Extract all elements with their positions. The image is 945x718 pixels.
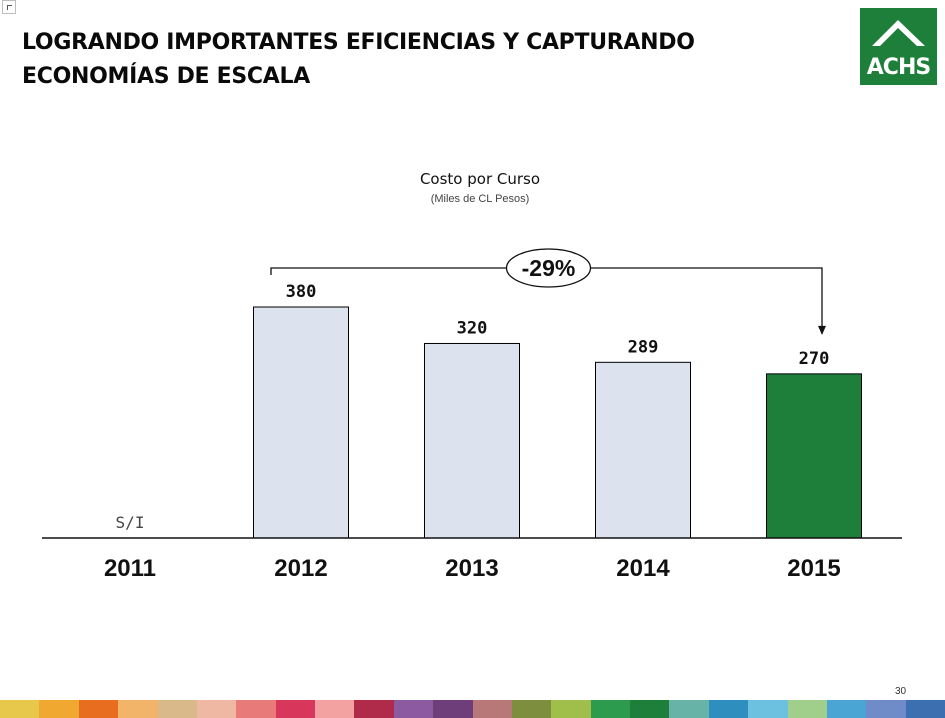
strip-segment [275, 700, 315, 718]
strip-segment [39, 700, 79, 718]
strip-segment [196, 700, 237, 718]
chart-subtitle: (Miles de CL Pesos) [430, 193, 530, 205]
corner-marker [2, 0, 16, 14]
x-tick-label-2011: 2011 [104, 555, 156, 582]
logo-text: ACHS [866, 55, 931, 80]
data-label-2011: S/I [116, 513, 145, 532]
bar-2014 [595, 361, 691, 539]
strip-segment [511, 700, 552, 718]
achs-logo: ACHS [860, 8, 937, 85]
logo-roof-icon [872, 20, 925, 46]
strip-segment [866, 700, 906, 718]
strip-segment [787, 700, 827, 718]
chart-title: Costo por Curso [419, 170, 541, 188]
data-label-2013: 320 [457, 318, 488, 338]
decorative-color-strip [0, 700, 945, 718]
strip-segment [236, 700, 276, 718]
bar-2012 [253, 306, 349, 539]
strip-segment [157, 700, 197, 718]
strip-segment [354, 700, 394, 718]
x-tick-label-2013: 2013 [445, 555, 498, 582]
x-tick-label-2012: 2012 [274, 555, 327, 582]
strip-segment [630, 700, 670, 718]
strip-segment [0, 700, 40, 718]
data-label-2014: 289 [628, 337, 659, 357]
strip-segment [78, 700, 119, 718]
x-tick-label-2014: 2014 [616, 555, 670, 582]
strip-segment [393, 700, 434, 718]
bar-2015 [766, 373, 862, 539]
bar-chart: S/I 2011 380 2012 320 2013 289 2014 270 2015 -29% [42, 248, 902, 582]
strip-segment [708, 700, 749, 718]
annotation-label: -29% [522, 255, 576, 281]
strip-segment [315, 700, 355, 718]
bar-2013 [424, 342, 520, 539]
page-number: 30 [895, 686, 907, 697]
annotation-arrowhead [818, 325, 826, 335]
strip-segment [748, 700, 788, 718]
strip-segment [826, 700, 867, 718]
strip-segment [669, 700, 709, 718]
strip-segment [118, 700, 158, 718]
strip-segment [433, 700, 473, 718]
strip-segment [905, 700, 945, 718]
strip-segment [551, 700, 591, 718]
data-label-2012: 380 [286, 282, 317, 302]
page-title: LOGRANDO IMPORTANTES EFICIENCIAS Y CAPTU… [22, 30, 695, 89]
x-tick-label-2015: 2015 [787, 555, 840, 582]
strip-segment [590, 700, 630, 718]
strip-segment [472, 700, 512, 718]
data-label-2015: 270 [799, 349, 830, 369]
annotation-ellipse [505, 248, 592, 288]
